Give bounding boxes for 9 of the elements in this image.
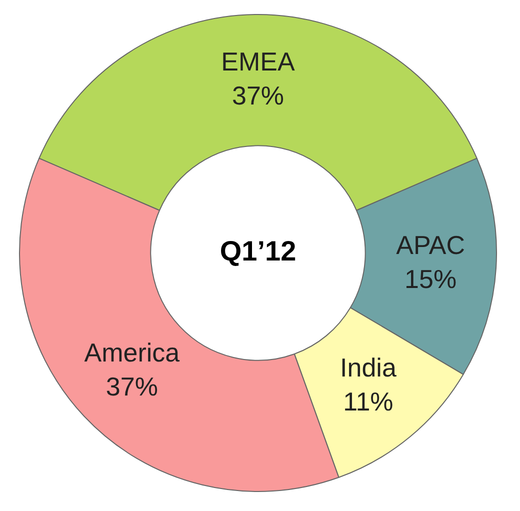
slice-label: EMEA [221,46,296,76]
text: Q1’12 [220,236,296,267]
data-label: 15% [404,264,457,294]
data-label: 37% [106,372,158,402]
slice-label: India [340,352,397,382]
slice-label: America [84,338,180,368]
data-label: 11% [343,386,394,416]
slice-label: APAC [396,230,466,260]
data-label: 37% [232,80,284,110]
